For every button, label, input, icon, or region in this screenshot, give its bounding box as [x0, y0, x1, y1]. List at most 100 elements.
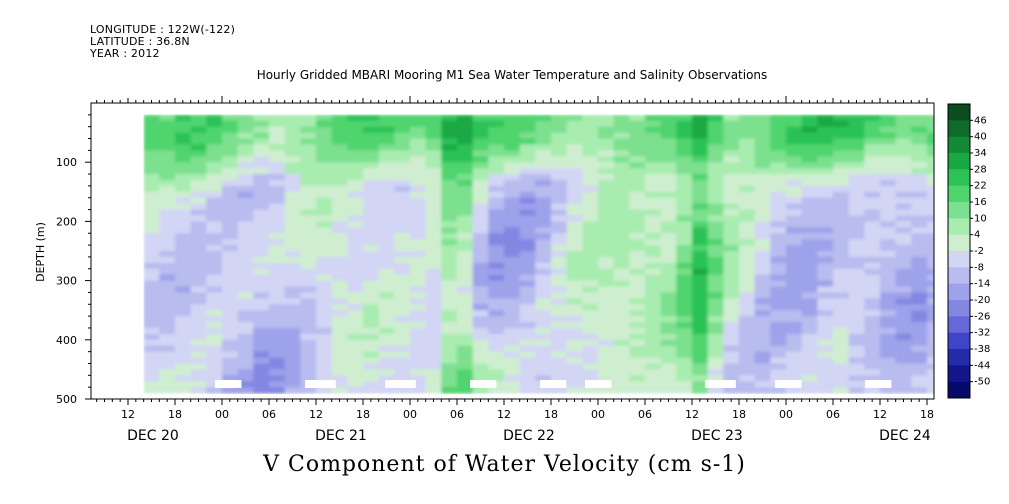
heatmap-cell — [864, 174, 881, 181]
heatmap-cell — [629, 251, 646, 258]
heatmap-cell — [848, 268, 865, 276]
heatmap-cell — [739, 322, 756, 329]
heatmap-cell — [551, 239, 568, 246]
heatmap-cell — [895, 262, 912, 270]
heatmap-cell — [770, 150, 787, 157]
heatmap-cell — [833, 215, 850, 222]
heatmap-cell — [488, 120, 505, 128]
heatmap-cell — [770, 180, 787, 187]
heatmap-cell — [833, 114, 850, 122]
heatmap-cell — [206, 345, 223, 353]
heatmap-cell — [488, 215, 505, 222]
heatmap-cell — [284, 191, 301, 199]
heatmap-cell — [911, 245, 928, 252]
heatmap-cell — [707, 328, 724, 335]
heatmap-cell — [645, 209, 662, 217]
heatmap-cell — [269, 150, 286, 157]
heatmap-cell — [707, 310, 724, 317]
heatmap-cell — [504, 298, 521, 305]
heatmap-cell — [441, 227, 458, 234]
heatmap-cell — [645, 203, 662, 211]
heatmap-cell — [535, 369, 552, 376]
heatmap-cell — [660, 268, 677, 276]
heatmap-cell — [880, 203, 897, 211]
heatmap-cell — [237, 168, 254, 175]
heatmap-cell — [692, 363, 709, 370]
heatmap-cell — [347, 174, 364, 181]
heatmap-cell — [237, 298, 254, 305]
heatmap-cell — [692, 357, 709, 365]
heatmap-cell — [535, 185, 552, 193]
heatmap-cell — [190, 215, 207, 222]
heatmap-cell — [629, 316, 646, 323]
heatmap-cell — [535, 310, 552, 317]
colorbar-swatch — [948, 153, 970, 170]
heatmap-cell — [363, 310, 380, 317]
heatmap-cell — [566, 381, 583, 388]
heatmap-cell — [159, 156, 176, 163]
heatmap-cell — [394, 215, 411, 222]
heatmap-cell — [378, 333, 395, 341]
heatmap-cell — [990, 121, 1006, 128]
heatmap-cell — [911, 345, 928, 353]
heatmap-cell — [190, 209, 207, 217]
heatmap-cell — [801, 251, 818, 258]
heatmap-cell — [864, 162, 881, 169]
heatmap-cell — [472, 310, 489, 317]
heatmap-cell — [300, 233, 317, 240]
heatmap-cell — [253, 114, 270, 122]
heatmap-cell — [237, 114, 254, 122]
heatmap-cell — [441, 185, 458, 193]
heatmap-cell — [848, 132, 865, 140]
heatmap-cell — [817, 227, 834, 234]
heatmap-cell — [770, 268, 787, 276]
heatmap-cell — [284, 262, 301, 270]
heatmap-cell — [410, 262, 427, 270]
heatmap-cell — [269, 292, 286, 299]
heatmap-cell — [519, 239, 536, 246]
heatmap-cell — [300, 357, 317, 365]
heatmap-cell — [1005, 352, 1009, 359]
heatmap-cell — [535, 357, 552, 365]
heatmap-cell — [739, 345, 756, 353]
heatmap-cell — [331, 298, 348, 305]
heatmap-cell — [457, 156, 474, 163]
heatmap-cell — [645, 132, 662, 140]
heatmap-cell — [1005, 198, 1009, 205]
heatmap-cell — [347, 209, 364, 217]
heatmap-cell — [394, 304, 411, 311]
heatmap-cell — [284, 345, 301, 353]
heatmap-cell — [927, 162, 934, 169]
x-day-label: DEC 24 — [879, 428, 931, 444]
heatmap-cell — [378, 262, 395, 270]
heatmap-cell — [613, 262, 630, 270]
heatmap-cell — [363, 268, 380, 276]
heatmap-cell — [504, 150, 521, 157]
heatmap-cell — [237, 304, 254, 311]
heatmap-cell — [253, 286, 270, 293]
heatmap-cell — [394, 144, 411, 151]
heatmap-cell — [504, 304, 521, 311]
heatmap-cell — [754, 168, 771, 175]
heatmap-cell — [253, 381, 270, 388]
heatmap-cell — [895, 138, 912, 145]
heatmap-cell — [394, 387, 411, 394]
heatmap-cell — [269, 381, 286, 388]
heatmap-cell — [582, 162, 599, 169]
heatmap-cell — [504, 162, 521, 169]
heatmap-cell — [316, 215, 333, 222]
heatmap-cell — [692, 280, 709, 288]
x-hour-tick-label: 00 — [779, 408, 793, 421]
heatmap-cell — [457, 256, 474, 264]
colorbar-swatch — [948, 251, 970, 268]
heatmap-cell — [190, 126, 207, 134]
heatmap-cell — [864, 114, 881, 122]
heatmap-cell — [159, 351, 176, 359]
heatmap-cell — [598, 345, 615, 353]
heatmap-cell — [660, 162, 677, 169]
heatmap-cell — [159, 138, 176, 145]
heatmap-cell — [551, 369, 568, 376]
heatmap-cell — [457, 339, 474, 347]
heatmap-cell — [848, 251, 865, 258]
heatmap-cell — [598, 286, 615, 293]
